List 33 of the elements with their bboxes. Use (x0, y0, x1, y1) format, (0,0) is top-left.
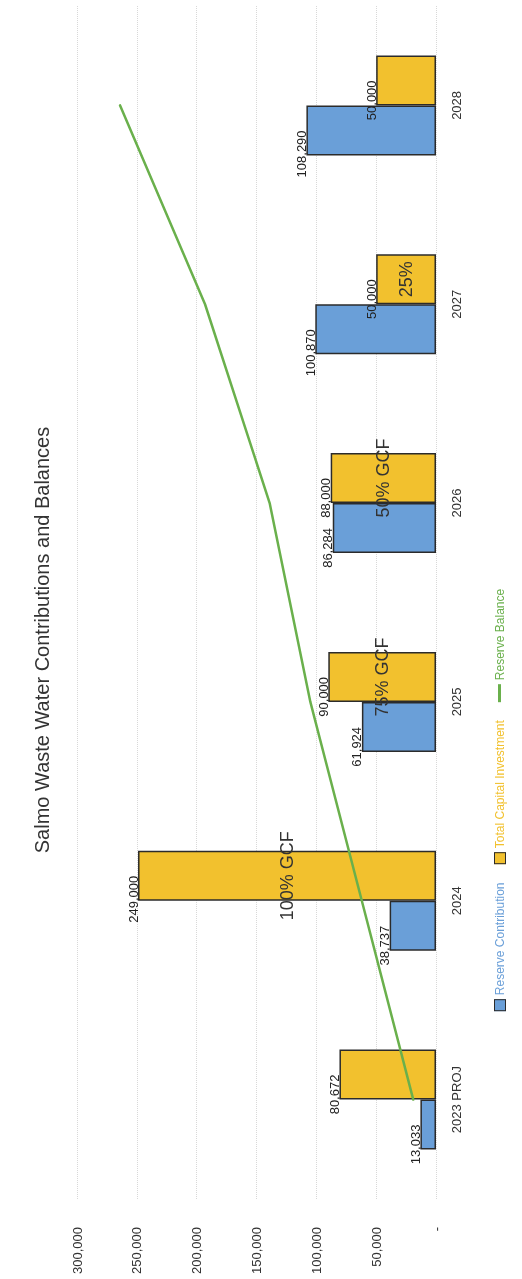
data-label: 249,000 (125, 875, 141, 923)
data-label: 38,737 (377, 925, 393, 966)
text: Reserve Balance (493, 588, 507, 681)
x-tick-label: 50,000 (368, 1227, 384, 1267)
data-label: 100,870 (302, 329, 318, 377)
y-tick-label: 2025 (449, 687, 464, 717)
annotation: 50% GCF (373, 438, 394, 518)
x-tick-label: 250,000 (129, 1227, 145, 1274)
annotation: 25% (396, 261, 417, 298)
data-label: 88,000 (318, 478, 334, 518)
x-tick-label: 150,000 (249, 1227, 264, 1274)
text: Total Capital Investment (493, 720, 507, 849)
x-tick-label: - (428, 1227, 444, 1232)
x-tick-label: 100,000 (308, 1227, 324, 1274)
annotation: 75% GCF (372, 637, 393, 717)
data-label: 13,033 (407, 1124, 423, 1165)
y-tick-label: 2024 (449, 886, 464, 916)
y-tick-label: 2027 (449, 289, 464, 319)
data-label: 80,672 (326, 1074, 342, 1115)
data-label: 61,924 (349, 726, 365, 767)
x-tick-label: 200,000 (189, 1227, 205, 1274)
data-label: 90,000 (315, 676, 331, 717)
y-tick-label: 2028 (449, 90, 464, 120)
x-tick-label: 300,000 (69, 1227, 85, 1274)
annotation: 100% GCF (277, 831, 298, 921)
data-label: 50,000 (363, 80, 379, 121)
data-label: 50,000 (363, 279, 379, 320)
text: Reserve Contribution (493, 882, 507, 996)
y-tick-label: 2023 PROJ (449, 1065, 464, 1134)
data-label: 86,284 (320, 528, 336, 568)
y-tick-label: 2026 (449, 488, 464, 518)
text: Salmo Waste Water Contributions and Balances (31, 426, 53, 854)
data-label: 108,290 (293, 130, 309, 178)
